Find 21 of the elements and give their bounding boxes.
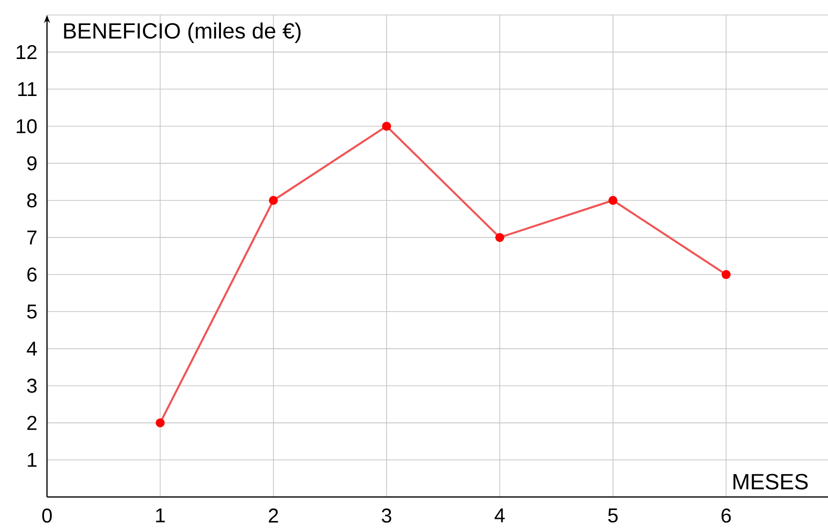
x-tick-label: 1	[156, 508, 165, 522]
y-tick-label: 3	[27, 378, 37, 393]
y-tick-label: 4	[26, 342, 37, 356]
y-tick-label: 2	[27, 416, 36, 430]
x-tick-label: 0	[42, 508, 52, 523]
y-tick-label: 6	[27, 267, 37, 282]
x-axis-title: MESES	[734, 474, 808, 490]
y-tick-label: 12	[16, 45, 36, 60]
y-axis-title: BENEFICIO (miles de €)	[64, 22, 301, 44]
x-tick-label: 4	[494, 508, 505, 522]
y-tick-label: 9	[27, 156, 37, 170]
x-tick-label: 5	[608, 508, 618, 522]
y-tick-label: 7	[27, 230, 36, 244]
y-tick-label: 8	[27, 193, 37, 208]
y-tick-label: 11	[18, 82, 36, 96]
x-tick-label: 6	[722, 508, 731, 523]
x-tick-label: 3	[382, 508, 392, 523]
y-tick-label: 5	[27, 304, 37, 319]
y-tick-label: 10	[16, 119, 37, 134]
y-tick-label: 1	[28, 453, 36, 467]
x-tick-label: 2	[268, 508, 278, 522]
